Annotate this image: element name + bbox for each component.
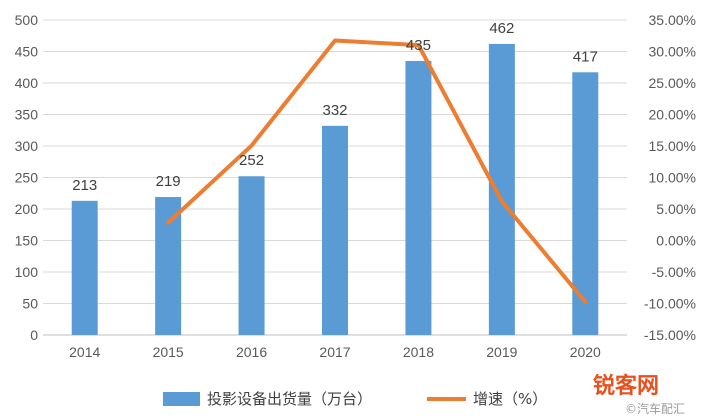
right-tick-label: 35.00% xyxy=(649,12,696,28)
x-tick-label: 2017 xyxy=(319,344,350,360)
data-label: 332 xyxy=(322,102,347,119)
right-tick-label: 25.00% xyxy=(649,75,696,91)
x-tick-label: 2015 xyxy=(153,344,184,360)
right-tick-label: 0.00% xyxy=(656,233,696,249)
growth-line xyxy=(166,38,588,304)
left-tick-label: 0 xyxy=(30,327,38,343)
data-label: 435 xyxy=(406,37,431,54)
right-tick-label: 15.00% xyxy=(649,138,696,154)
x-tick-label: 2016 xyxy=(236,344,267,360)
data-label: 252 xyxy=(239,152,264,169)
bar xyxy=(322,125,348,335)
right-tick-label: -10.00% xyxy=(644,296,696,312)
right-tick-label: 30.00% xyxy=(649,44,696,60)
left-tick-label: 250 xyxy=(15,170,39,186)
x-tick-label: 2018 xyxy=(403,344,434,360)
watermark-main: 锐客网 xyxy=(593,373,659,399)
bar xyxy=(71,200,98,335)
bar xyxy=(488,43,515,335)
data-label: 219 xyxy=(156,173,181,190)
legend-swatch-bar xyxy=(163,392,200,406)
legend-label-line: 增速（%） xyxy=(473,390,547,408)
bar-series xyxy=(71,43,599,335)
bar xyxy=(155,197,182,335)
right-tick-label: 5.00% xyxy=(656,201,696,217)
data-labels: 213 219 252 332 435 462 417 xyxy=(72,20,598,194)
bar xyxy=(238,176,265,335)
left-tick-label: 450 xyxy=(15,44,39,60)
left-tick-label: 350 xyxy=(15,107,39,123)
x-tick-label: 2019 xyxy=(486,344,517,360)
right-tick-label: 10.00% xyxy=(649,170,696,186)
left-tick-label: 50 xyxy=(22,296,38,312)
left-tick-label: 500 xyxy=(15,12,39,28)
left-tick-label: 100 xyxy=(15,264,39,280)
left-tick-label: 200 xyxy=(15,201,39,217)
x-axis-ticks: 2014 2015 2016 2017 2018 2019 2020 xyxy=(69,344,601,360)
line-series xyxy=(166,38,588,304)
watermark-sub: ©汽车配汇 xyxy=(625,401,685,416)
right-tick-label: 20.00% xyxy=(649,107,696,123)
bar xyxy=(572,72,599,335)
left-axis-ticks: 0 50 100 150 200 250 300 350 400 450 500 xyxy=(15,12,39,343)
data-label: 417 xyxy=(573,48,598,65)
watermark: 锐客网 ©汽车配汇 xyxy=(593,373,685,416)
left-tick-label: 150 xyxy=(15,233,39,249)
right-axis-ticks: -15.00% -10.00% -5.00% 0.00% 5.00% 10.00% 15.0… xyxy=(644,12,696,343)
left-tick-label: 400 xyxy=(15,75,39,91)
x-tick-label: 2014 xyxy=(69,344,100,360)
left-tick-label: 300 xyxy=(15,138,39,154)
right-tick-label: -15.00% xyxy=(644,327,696,343)
data-label: 462 xyxy=(489,20,514,37)
legend-label-bar: 投影设备出货量（万台） xyxy=(207,390,372,408)
right-tick-label: -5.00% xyxy=(652,264,696,280)
legend: 投影设备出货量（万台） 增速（%） xyxy=(163,390,547,408)
bar xyxy=(405,60,432,335)
x-tick-label: 2020 xyxy=(570,344,601,360)
data-label: 213 xyxy=(72,177,97,194)
